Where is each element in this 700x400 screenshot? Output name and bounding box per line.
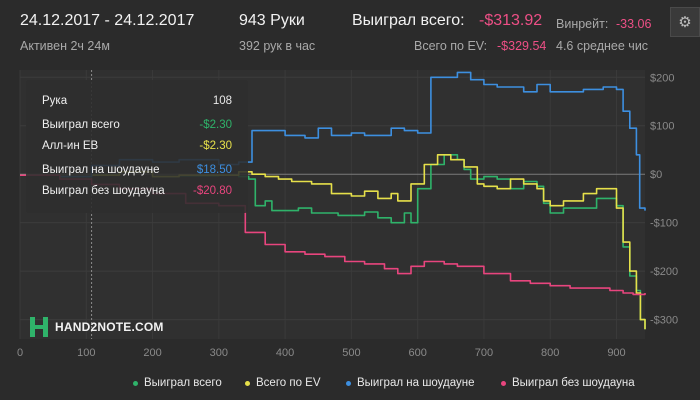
x-tick-label: 700 (475, 347, 493, 359)
legend-ev[interactable]: Всего по EV (245, 377, 321, 389)
winrate-value: -33.06 (616, 17, 652, 31)
legend-dot (133, 380, 138, 386)
tooltip-label-nonshowdown: Выиграл без шоудауна (42, 185, 165, 197)
legend-label: Выиграл без шоудауна (512, 377, 635, 389)
tooltip-value-ev: -$2.30 (199, 140, 232, 152)
hand-tooltip: Рука 108 Выиграл всего -$2.30 Алл-ин ЕВ … (26, 80, 248, 213)
ev-value: -$329.54 (497, 39, 547, 53)
tooltip-value-hand: 108 (212, 95, 232, 107)
y-tick-label: $0 (650, 169, 662, 181)
logo-text: HAND2NOTE.COM (55, 320, 164, 334)
won-total-label: Выиграл всего: (352, 12, 465, 29)
hands-per-hour: 392 рук в час (239, 39, 316, 53)
x-tick-label: 0 (17, 347, 23, 359)
tooltip-label-won: Выиграл всего (42, 119, 120, 131)
x-tick-label: 900 (607, 347, 625, 359)
y-tick-label: -$300 (650, 315, 678, 327)
winrate-label: Винрейт: (556, 17, 609, 31)
x-tick-label: 500 (342, 347, 360, 359)
legend-dot (346, 380, 351, 386)
y-tick-label: $100 (650, 121, 674, 133)
y-tick-label: -$100 (650, 218, 678, 230)
legend-showdown[interactable]: Выиграл на шоудауне (346, 377, 475, 389)
tooltip-value-won: -$2.30 (199, 119, 232, 131)
y-tick-label: -$200 (650, 266, 678, 278)
legend-dot (245, 380, 250, 386)
settings-gear-icon[interactable]: ⚙ (670, 7, 700, 37)
tooltip-label-ev: Алл-ин ЕВ (42, 140, 99, 152)
legend-label: Всего по EV (256, 377, 321, 389)
tooltip-row-won: Выиграл всего -$2.30 (42, 115, 232, 135)
y-tick-label: $200 (650, 72, 674, 84)
hand2note-logo-icon (29, 316, 49, 338)
ev-label: Всего по EV: (414, 39, 488, 53)
x-tick-label: 300 (210, 347, 228, 359)
tooltip-value-nonshowdown: -$20.80 (192, 185, 232, 197)
chart-legend: Выиграл всего Всего по EV Выиграл на шоу… (0, 377, 700, 395)
x-tick-label: 200 (143, 347, 161, 359)
x-tick-label: 800 (541, 347, 559, 359)
legend-nonshowdown[interactable]: Выиграл без шоудауна (501, 377, 635, 389)
tooltip-label-showdown: Выиграл на шоудауне (42, 164, 160, 176)
avg-players: 4.6 среднее чис (556, 39, 649, 53)
tooltip-row-nonshowdown: Выиграл без шоудауна -$20.80 (42, 181, 232, 201)
hands-count: 943 Руки (239, 12, 305, 29)
active-time: Активен 2ч 24м (20, 39, 110, 53)
legend-label: Выиграл на шоудауне (357, 377, 475, 389)
legend-won-total[interactable]: Выиграл всего (133, 377, 222, 389)
tooltip-row-ev: Алл-ин ЕВ -$2.30 (42, 136, 232, 156)
hand2note-logo: HAND2NOTE.COM (29, 316, 164, 338)
tooltip-row-hand: Рука 108 (42, 91, 232, 111)
tooltip-row-showdown: Выиграл на шоудауне $18.50 (42, 160, 232, 180)
won-total-value: -$313.92 (479, 12, 543, 29)
tooltip-label-hand: Рука (42, 95, 68, 107)
x-tick-label: 100 (77, 347, 95, 359)
date-range: 24.12.2017 - 24.12.2017 (20, 12, 195, 29)
x-tick-label: 600 (408, 347, 426, 359)
legend-dot (501, 380, 506, 386)
x-tick-label: 400 (276, 347, 294, 359)
legend-label: Выиграл всего (144, 377, 222, 389)
tooltip-value-showdown: $18.50 (196, 164, 232, 176)
